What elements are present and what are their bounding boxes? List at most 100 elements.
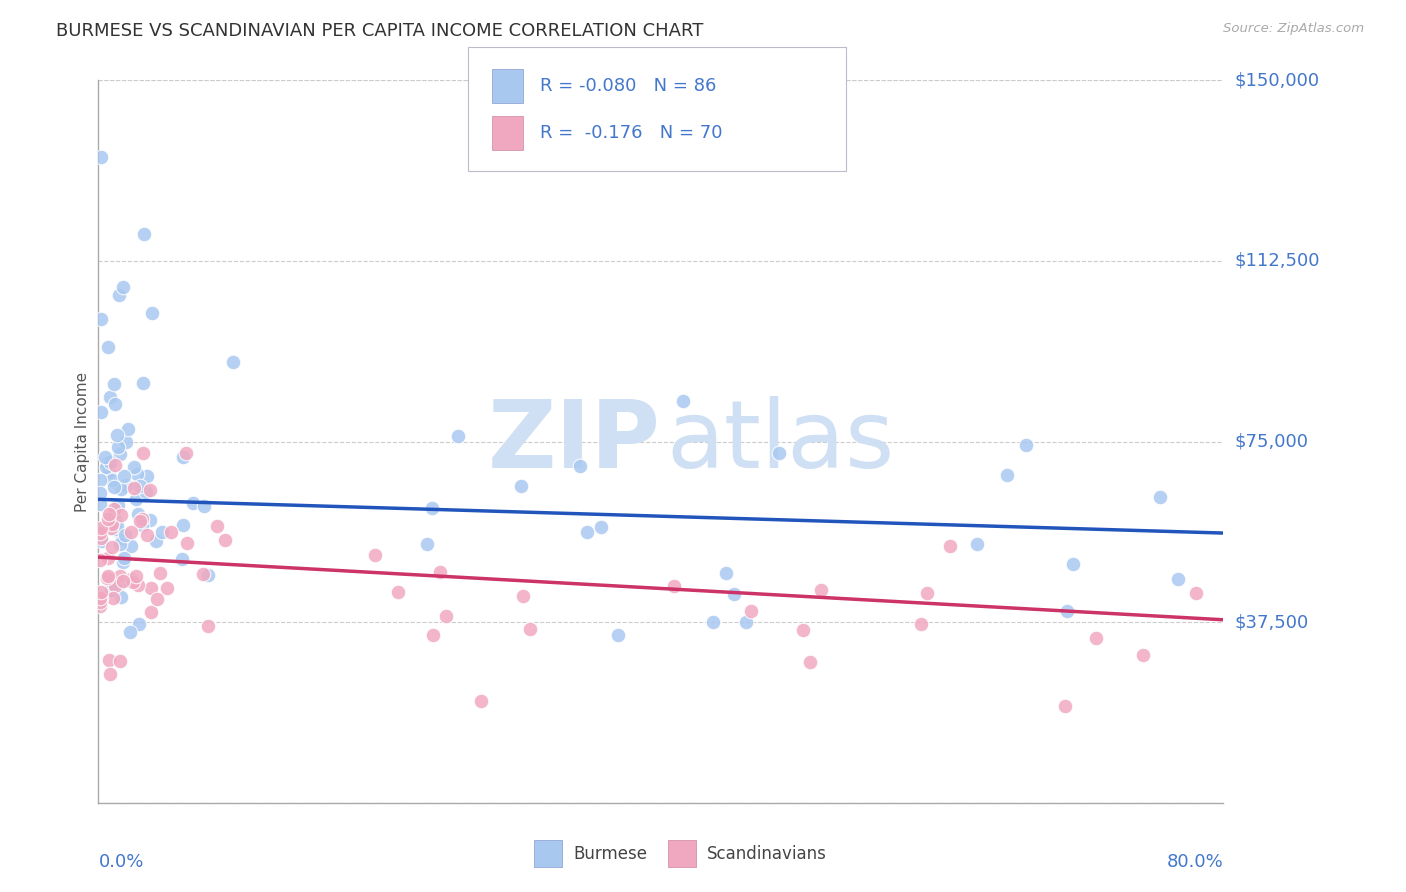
Text: Burmese: Burmese <box>574 845 648 863</box>
Point <box>100 582 122 597</box>
Point <box>118 624 141 639</box>
Point <box>120 525 142 540</box>
Point <box>139 581 162 595</box>
Point <box>125 491 148 506</box>
Text: Source: ZipAtlas.com: Source: ZipAtlas.com <box>1223 22 1364 36</box>
Point <box>193 499 215 513</box>
Point <box>364 549 387 563</box>
Point <box>103 376 125 391</box>
Point <box>98 465 121 479</box>
Point <box>89 473 111 487</box>
Y-axis label: Per Capita Income: Per Capita Income <box>75 371 90 512</box>
Text: R = -0.080   N = 86: R = -0.080 N = 86 <box>540 77 716 95</box>
Point <box>90 585 112 599</box>
Point <box>104 396 127 410</box>
Point <box>176 536 198 550</box>
Point <box>90 405 112 419</box>
Text: $37,500: $37,500 <box>1234 613 1309 632</box>
Point <box>714 566 737 581</box>
Point <box>422 501 444 516</box>
Point <box>122 460 145 475</box>
Point <box>90 531 112 545</box>
Text: $150,000: $150,000 <box>1234 71 1319 89</box>
Point <box>100 521 122 535</box>
Text: $112,500: $112,500 <box>1234 252 1320 270</box>
Point <box>576 524 599 539</box>
Point <box>470 694 492 708</box>
Point <box>740 604 762 618</box>
Point <box>107 440 129 454</box>
Point <box>108 537 131 551</box>
Text: ZIP: ZIP <box>488 395 661 488</box>
Point <box>89 553 111 567</box>
Point <box>96 570 118 584</box>
Point <box>146 591 169 606</box>
Point <box>966 537 988 551</box>
Point <box>103 502 125 516</box>
Point <box>136 468 159 483</box>
Point <box>170 551 193 566</box>
Point <box>117 422 139 436</box>
Point <box>1062 557 1084 571</box>
Point <box>1132 648 1154 663</box>
Point <box>96 459 118 474</box>
Point <box>214 533 236 547</box>
Point <box>125 569 148 583</box>
Point <box>672 393 695 408</box>
Point <box>131 512 153 526</box>
Point <box>98 390 121 404</box>
Point <box>110 483 132 497</box>
Point <box>128 617 150 632</box>
Point <box>1053 699 1076 714</box>
Point <box>607 628 630 642</box>
Point <box>103 480 125 494</box>
Point <box>114 478 136 492</box>
Point <box>416 536 439 550</box>
Point <box>127 578 149 592</box>
Point <box>93 524 115 539</box>
Point <box>434 608 457 623</box>
Point <box>111 280 134 294</box>
Point <box>97 507 120 521</box>
Point <box>1167 572 1189 586</box>
Point <box>89 599 111 614</box>
Point <box>124 481 146 495</box>
Point <box>100 473 122 487</box>
Point <box>104 522 127 536</box>
Point <box>422 628 444 642</box>
Text: 0.0%: 0.0% <box>98 854 143 871</box>
Point <box>132 227 155 242</box>
Point <box>1056 604 1078 618</box>
Point <box>131 518 153 533</box>
Point <box>197 568 219 582</box>
Point <box>105 519 128 533</box>
Point <box>156 581 179 595</box>
Point <box>114 551 136 566</box>
Point <box>104 458 127 473</box>
Point <box>98 666 121 681</box>
Point <box>89 486 111 500</box>
Point <box>97 653 120 667</box>
Point <box>120 572 142 586</box>
Point <box>120 539 142 553</box>
Point <box>132 446 155 460</box>
Point <box>89 526 111 541</box>
Point <box>509 479 531 493</box>
Point <box>197 619 219 633</box>
Point <box>108 447 131 461</box>
Point <box>104 513 127 527</box>
Point <box>112 574 135 589</box>
Point <box>387 585 409 599</box>
Point <box>792 624 814 638</box>
Point <box>111 555 134 569</box>
Point <box>181 496 204 510</box>
Point <box>723 586 745 600</box>
Point <box>447 429 470 443</box>
Point <box>89 591 111 605</box>
Text: atlas: atlas <box>666 395 894 488</box>
Point <box>519 622 541 636</box>
Point <box>139 513 162 527</box>
Point <box>172 450 194 464</box>
Point <box>89 498 111 512</box>
Point <box>114 528 136 542</box>
